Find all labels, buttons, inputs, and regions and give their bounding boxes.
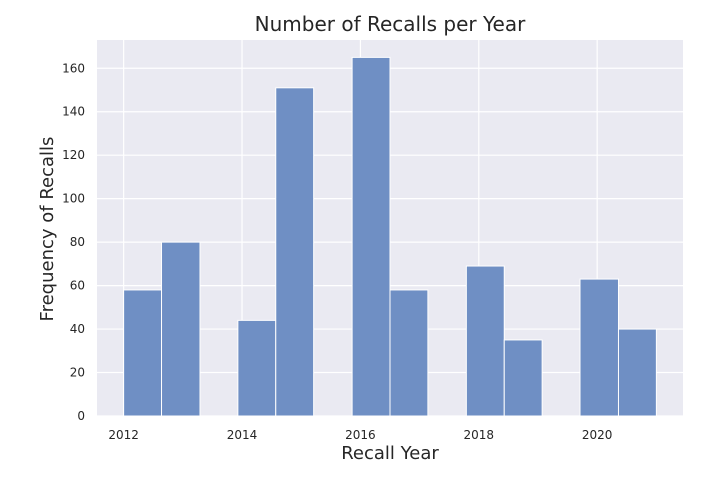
x-tick-label: 2018 <box>464 428 495 442</box>
y-tick-label: 20 <box>70 366 85 380</box>
histogram-bar <box>465 265 505 417</box>
histogram-bar <box>123 289 163 417</box>
x-tick-label: 2012 <box>108 428 139 442</box>
histogram-bar <box>579 278 619 417</box>
y-tick-labels: 0 20 40 60 80 100 120 140 160 <box>62 61 85 423</box>
y-tick-label: 140 <box>62 105 85 119</box>
bars <box>123 56 657 417</box>
histogram-bar <box>617 328 657 417</box>
y-tick-label: 0 <box>77 409 85 423</box>
y-axis-title: Frequency of Recalls <box>37 137 58 322</box>
chart-title: Number of Recalls per Year <box>255 12 526 36</box>
x-tick-label: 2016 <box>345 428 376 442</box>
x-tick-labels: 2012 2014 2016 2018 2020 <box>108 428 612 442</box>
x-axis-title: Recall Year <box>341 443 439 464</box>
y-tick-label: 120 <box>62 148 85 162</box>
histogram-bar <box>275 87 315 417</box>
x-tick-label: 2014 <box>227 428 258 442</box>
y-tick-label: 60 <box>70 279 85 293</box>
histogram-bar <box>161 241 201 417</box>
histogram-bar <box>389 289 429 417</box>
x-tick-label: 2020 <box>582 428 613 442</box>
histogram-bar <box>237 319 277 417</box>
y-tick-label: 100 <box>62 192 85 206</box>
histogram-bar <box>351 56 391 417</box>
y-tick-label: 160 <box>62 61 85 75</box>
y-tick-label: 80 <box>70 235 85 249</box>
y-tick-label: 40 <box>70 322 85 336</box>
histogram-bar <box>503 339 543 417</box>
